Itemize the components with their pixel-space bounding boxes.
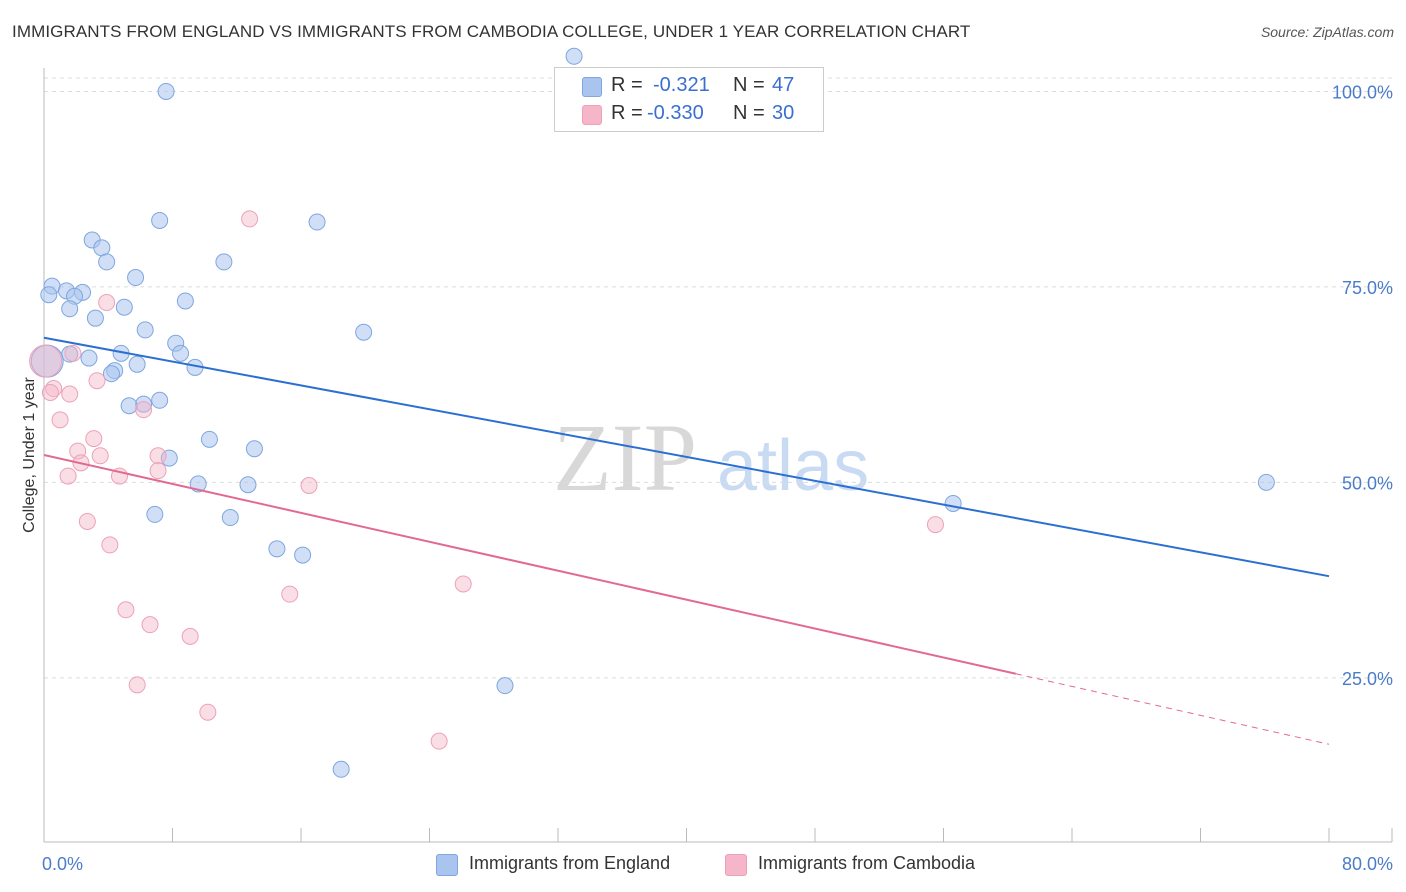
england-point bbox=[1257, 473, 1275, 491]
chart-title: IMMIGRANTS FROM ENGLAND VS IMMIGRANTS FR… bbox=[12, 22, 971, 41]
england-point bbox=[268, 540, 286, 558]
england-point bbox=[332, 760, 350, 778]
cambodia-point bbox=[64, 344, 82, 362]
cambodia-point bbox=[101, 536, 119, 554]
england-point bbox=[160, 449, 178, 467]
england-point bbox=[151, 211, 169, 229]
england-point bbox=[61, 300, 79, 318]
cambodia-legend-swatch bbox=[725, 854, 747, 876]
cambodia-point bbox=[51, 411, 69, 429]
cambodia-trend-line bbox=[43, 454, 1017, 675]
cambodia-point bbox=[78, 512, 96, 530]
england-legend-label: Immigrants from England bbox=[469, 853, 671, 873]
england-point bbox=[40, 286, 58, 304]
x-tick-label-min: 0.0% bbox=[42, 854, 83, 874]
cambodia-point bbox=[281, 585, 299, 603]
cambodia-point bbox=[29, 344, 63, 378]
england-point bbox=[136, 321, 154, 339]
cambodia-point bbox=[59, 467, 77, 485]
england-point bbox=[565, 47, 583, 65]
cambodia-point bbox=[128, 676, 146, 694]
england-point bbox=[120, 397, 138, 415]
cambodia-point bbox=[61, 385, 79, 403]
cambodia-point bbox=[430, 732, 448, 750]
england-point bbox=[86, 309, 104, 327]
series-england-points bbox=[30, 47, 1275, 778]
cambodia-point bbox=[117, 601, 135, 619]
watermark: ZIP atlas bbox=[553, 404, 869, 511]
trend-lines bbox=[43, 336, 1330, 745]
england-point bbox=[151, 391, 169, 409]
stats-legend: R = -0.321 N = 47 R = -0.330 N = 30 bbox=[554, 67, 824, 132]
cambodia-point bbox=[454, 575, 472, 593]
cambodia-point bbox=[85, 430, 103, 448]
cambodia-point bbox=[199, 703, 217, 721]
cambodia-point bbox=[98, 294, 116, 312]
y-tick-labels: 25.0% 50.0% 75.0% 100.0% bbox=[1332, 82, 1393, 688]
cambodia-point bbox=[41, 383, 59, 401]
watermark-zip: ZIP bbox=[553, 404, 697, 511]
x-tick-label-max: 80.0% bbox=[1342, 854, 1393, 874]
england-point bbox=[308, 213, 326, 231]
england-point bbox=[115, 298, 133, 316]
england-point bbox=[944, 494, 962, 512]
gridlines bbox=[44, 77, 1392, 679]
england-point bbox=[128, 355, 146, 373]
cambodia-point bbox=[926, 516, 944, 534]
legend-row-england: R = -0.321 N = 47 bbox=[555, 72, 823, 100]
england-point bbox=[172, 344, 190, 362]
legend-row-cambodia: R = -0.330 N = 30 bbox=[555, 100, 823, 128]
england-point bbox=[98, 253, 116, 271]
england-point bbox=[80, 349, 98, 367]
england-point bbox=[355, 323, 373, 341]
n-label: N = bbox=[733, 102, 765, 124]
england-point bbox=[245, 440, 263, 458]
cambodia-n-value: 30 bbox=[772, 102, 795, 124]
y-tick-label: 100.0% bbox=[1332, 82, 1393, 102]
r-label: R = bbox=[611, 102, 643, 124]
cambodia-trend-line-extension bbox=[1015, 673, 1330, 745]
cambodia-r-value: -0.330 bbox=[647, 102, 704, 124]
y-axis-label: College, Under 1 year bbox=[21, 377, 38, 533]
watermark-atlas: atlas bbox=[717, 426, 869, 506]
cambodia-point bbox=[149, 447, 167, 465]
england-point bbox=[239, 476, 257, 494]
england-legend-swatch bbox=[436, 854, 458, 876]
england-point bbox=[496, 677, 514, 695]
r-label: R = bbox=[611, 74, 643, 96]
cambodia-point bbox=[88, 372, 106, 390]
england-trend-line bbox=[43, 336, 1330, 578]
england-point bbox=[93, 239, 111, 257]
cambodia-point bbox=[300, 476, 318, 494]
cambodia-point bbox=[241, 210, 259, 228]
cambodia-point bbox=[135, 401, 153, 419]
england-point bbox=[146, 505, 164, 523]
england-r-value: -0.321 bbox=[653, 74, 710, 96]
y-tick-label: 25.0% bbox=[1342, 669, 1393, 689]
england-swatch bbox=[582, 77, 602, 97]
n-label: N = bbox=[733, 74, 765, 96]
cambodia-point bbox=[91, 447, 109, 465]
y-tick-label: 50.0% bbox=[1342, 473, 1393, 493]
cambodia-point bbox=[181, 627, 199, 645]
england-point bbox=[294, 546, 312, 564]
cambodia-point bbox=[141, 616, 159, 634]
source-credit: Source: ZipAtlas.com bbox=[1260, 24, 1394, 40]
england-point bbox=[221, 509, 239, 527]
cambodia-legend-label: Immigrants from Cambodia bbox=[758, 853, 976, 873]
cambodia-swatch bbox=[582, 105, 602, 125]
y-tick-label: 75.0% bbox=[1342, 278, 1393, 298]
england-point bbox=[200, 430, 218, 448]
england-point bbox=[157, 82, 175, 100]
england-point bbox=[176, 292, 194, 310]
series-cambodia-points bbox=[29, 210, 944, 750]
england-point bbox=[127, 269, 145, 287]
england-n-value: 47 bbox=[772, 74, 795, 96]
cambodia-point bbox=[149, 462, 167, 480]
england-point bbox=[102, 365, 120, 383]
england-point bbox=[215, 253, 233, 271]
x-tick-labels: 0.0% 80.0% bbox=[42, 854, 1393, 874]
